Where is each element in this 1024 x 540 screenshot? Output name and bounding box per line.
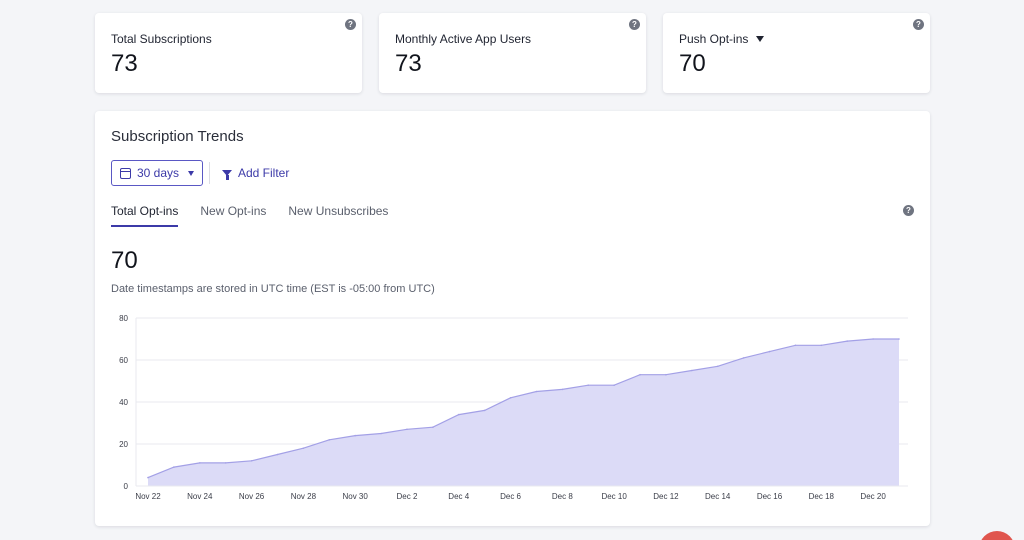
data-point [509, 397, 512, 399]
stat-label: Total Subscriptions [111, 32, 212, 46]
stat-label-text: Total Subscriptions [111, 32, 212, 46]
help-icon[interactable]: ? [345, 19, 356, 30]
caret-down-icon [188, 170, 195, 176]
add-filter-button[interactable]: Add Filter [222, 166, 289, 180]
stat-value: 73 [111, 50, 138, 77]
date-range-select[interactable]: 30 days [111, 160, 203, 186]
x-tick-label: Dec 10 [601, 492, 627, 501]
stat-label-text: Monthly Active App Users [395, 32, 532, 46]
stat-card-total-subscriptions: Total Subscriptions 73 ? [95, 13, 362, 93]
x-tick-label: Nov 22 [135, 492, 161, 501]
help-icon[interactable]: ? [629, 19, 640, 30]
filter-icon [222, 170, 232, 180]
data-point [872, 338, 874, 340]
data-point [561, 388, 564, 391]
data-point [457, 413, 460, 416]
y-tick-label: 0 [124, 482, 129, 491]
current-total-value: 70 [111, 247, 138, 274]
data-point [406, 428, 408, 431]
x-tick-label: Dec 18 [809, 492, 835, 501]
stat-value: 70 [679, 50, 706, 77]
data-point [173, 466, 175, 468]
data-point [587, 384, 590, 386]
caret-down-icon[interactable] [756, 36, 765, 42]
data-point [742, 357, 745, 359]
x-tick-label: Dec 20 [860, 492, 886, 501]
data-point [768, 350, 771, 353]
series-line [147, 338, 899, 479]
x-tick-label: Dec 6 [500, 492, 521, 501]
divider [209, 162, 210, 184]
data-point [328, 439, 331, 441]
timezone-note: Date timestamps are stored in UTC time (… [111, 283, 435, 295]
push-opt-ins-dropdown[interactable]: Push Opt-ins [679, 32, 765, 46]
x-tick-label: Nov 30 [342, 492, 368, 501]
y-tick-label: 60 [119, 356, 128, 365]
stat-card-monthly-active-users: Monthly Active App Users 73 ? [379, 13, 646, 93]
tab-new-opt-ins[interactable]: New Opt-ins [200, 204, 267, 218]
series-area [148, 339, 899, 486]
data-point [276, 453, 279, 456]
x-tick-label: Nov 24 [187, 492, 213, 501]
calendar-icon [120, 167, 131, 179]
data-point [354, 434, 356, 437]
data-point [302, 447, 305, 449]
x-tick-label: Dec 8 [552, 492, 573, 501]
data-point [665, 373, 667, 376]
subscription-trends-card: Subscription Trends 30 days Add Filter T… [95, 111, 930, 526]
tab-new-unsubscribes[interactable]: New Unsubscribes [288, 204, 389, 218]
data-point [147, 476, 149, 479]
x-tick-label: Dec 14 [705, 492, 731, 501]
data-point [198, 462, 201, 464]
data-point [224, 462, 227, 464]
tab-total-opt-ins[interactable]: Total Opt-ins [111, 204, 179, 227]
chat-launcher-button[interactable] [979, 531, 1015, 540]
data-point [846, 340, 849, 342]
x-tick-label: Dec 16 [757, 492, 783, 501]
x-tick-label: Nov 26 [239, 492, 265, 501]
y-tick-label: 80 [119, 314, 128, 323]
data-point [535, 390, 538, 393]
data-point [794, 344, 797, 347]
section-title: Subscription Trends [111, 128, 244, 145]
data-point [380, 432, 382, 435]
date-range-value: 30 days [137, 166, 180, 180]
opt-ins-area-chart: 0 20 40 60 80 Nov 22 Nov 24 Nov 26 Nov 28 Nov 30 D… [119, 314, 908, 501]
data-point [483, 409, 486, 412]
x-tick-label: Dec 4 [448, 492, 469, 501]
data-point [898, 338, 900, 340]
data-point [639, 373, 641, 376]
help-icon[interactable]: ? [913, 19, 924, 30]
x-tick-label: Dec 2 [397, 492, 418, 501]
y-tick-label: 40 [119, 398, 128, 407]
metric-tabs: Total Opt-ins New Opt-ins New Unsubscrib… [111, 204, 410, 227]
stat-card-push-opt-ins: Push Opt-ins 70 ? [663, 13, 930, 93]
stat-label: Monthly Active App Users [395, 32, 531, 46]
add-filter-label: Add Filter [238, 166, 290, 180]
data-point [716, 365, 719, 368]
data-point [691, 369, 693, 372]
stat-value: 73 [395, 50, 422, 77]
x-tick-label: Dec 12 [653, 492, 679, 501]
x-tick-label: Nov 28 [291, 492, 317, 501]
help-icon[interactable]: ? [903, 205, 914, 216]
data-point [613, 384, 615, 386]
data-point [250, 460, 253, 462]
y-tick-label: 20 [119, 440, 128, 449]
data-point [432, 426, 434, 428]
data-point [820, 344, 823, 347]
stat-label-text: Push Opt-ins [679, 32, 749, 46]
